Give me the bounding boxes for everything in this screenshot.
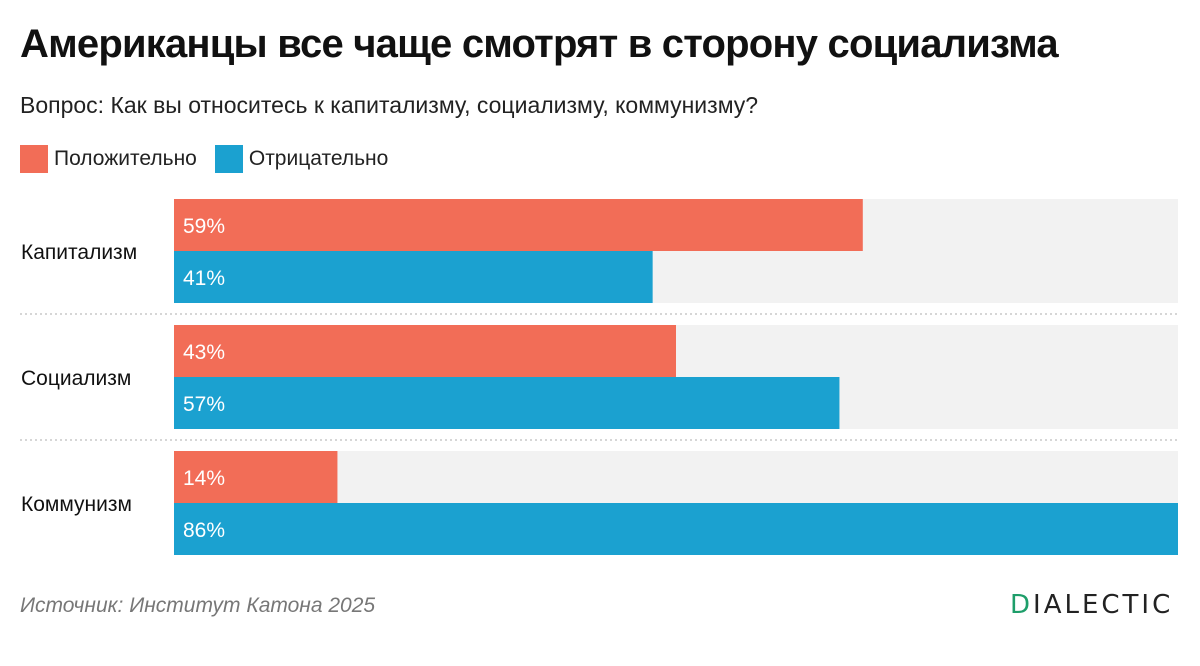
data-label-positive-2: 14% <box>183 467 225 490</box>
bar-negative-2 <box>174 503 1178 555</box>
legend-item-positive: Положительно <box>20 145 197 173</box>
bar-negative-0 <box>174 251 653 303</box>
data-label-positive-1: 43% <box>183 341 225 364</box>
legend-swatch-negative <box>214 145 243 173</box>
category-label-1: Социализм <box>21 367 131 390</box>
data-label-negative-0: 41% <box>183 267 225 290</box>
bar-positive-0 <box>174 199 863 251</box>
data-label-negative-2: 86% <box>183 519 225 542</box>
data-label-negative-1: 57% <box>183 393 225 416</box>
bar-positive-1 <box>174 325 676 377</box>
category-label-0: Капитализм <box>21 241 137 264</box>
bar-positive-2 <box>174 451 338 503</box>
chart-title: Американцы все чаще смотрят в сторону со… <box>20 22 1059 66</box>
source-note: Источник: Институт Катона 2025 <box>20 594 376 617</box>
bar-negative-1 <box>174 377 840 429</box>
logo-first-letter: D <box>1010 590 1034 620</box>
logo-rest: IALECTIC <box>1033 590 1174 620</box>
dialectic-logo: DIALECTIC <box>1010 590 1173 620</box>
legend-label-negative: Отрицательно <box>248 147 389 170</box>
chart-subtitle: Вопрос: Как вы относитесь к капитализму,… <box>20 92 759 118</box>
legend: Положительно Отрицательно <box>20 145 406 173</box>
legend-swatch-positive <box>20 145 48 173</box>
data-label-positive-0: 59% <box>183 215 225 238</box>
legend-label-positive: Положительно <box>54 147 197 170</box>
legend-item-negative: Отрицательно <box>214 145 389 173</box>
category-label-2: Коммунизм <box>21 493 132 516</box>
